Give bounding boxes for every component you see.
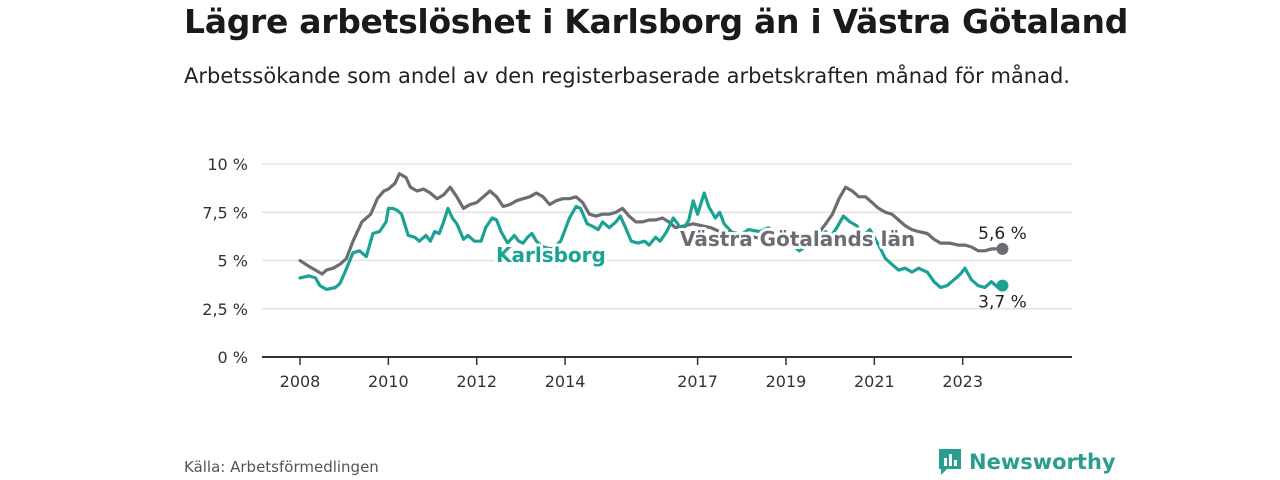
x-tick-label: 2012 — [456, 372, 497, 391]
series-label-karlsborg: Karlsborg — [496, 243, 606, 267]
x-tick-label: 2017 — [677, 372, 718, 391]
bar-chart-logo-icon — [939, 449, 961, 475]
end-label-vastra-gotaland: 5,6 % — [978, 224, 1027, 244]
x-tick-label: 2014 — [545, 372, 586, 391]
y-tick-label: 0 % — [218, 348, 248, 367]
series-label-vastra-gotaland-halo: Västra Götalands län — [680, 227, 915, 251]
end-label-karlsborg: 3,7 % — [978, 293, 1027, 313]
x-tick-label: 2019 — [766, 372, 807, 391]
page-subtitle: Arbetssökande som andel av den registerb… — [184, 64, 1070, 88]
y-tick-label: 2,5 % — [202, 300, 248, 319]
x-tick-label: 2021 — [854, 372, 895, 391]
page-title: Lägre arbetslöshet i Karlsborg än i Väst… — [184, 2, 1129, 41]
brand-name: Newsworthy — [969, 450, 1116, 474]
brand-logo: Newsworthy — [937, 447, 1116, 477]
end-point-karlsborg — [996, 279, 1009, 292]
line-chart: 0 % 2,5 % 5 % 7,5 % 10 % 2008 2010 2012 2014 2017… — [202, 155, 1072, 391]
series-line-karlsborg — [298, 191, 1004, 291]
y-tick-label: 5 % — [218, 252, 248, 271]
x-tick-label: 2023 — [942, 372, 983, 391]
series-label-karlsborg-halo: Karlsborg — [496, 243, 606, 267]
x-tick-label: 2008 — [280, 372, 321, 391]
y-tick-label: 10 % — [207, 155, 248, 174]
source-note: Källa: Arbetsförmedlingen — [184, 458, 379, 476]
y-tick-label: 7,5 % — [202, 203, 248, 222]
series-line-vastra-gotaland — [298, 172, 1004, 276]
end-point-vastra-gotaland — [996, 242, 1009, 255]
series-label-vastra-gotaland: Västra Götalands län — [680, 227, 915, 251]
x-tick-label: 2010 — [368, 372, 409, 391]
